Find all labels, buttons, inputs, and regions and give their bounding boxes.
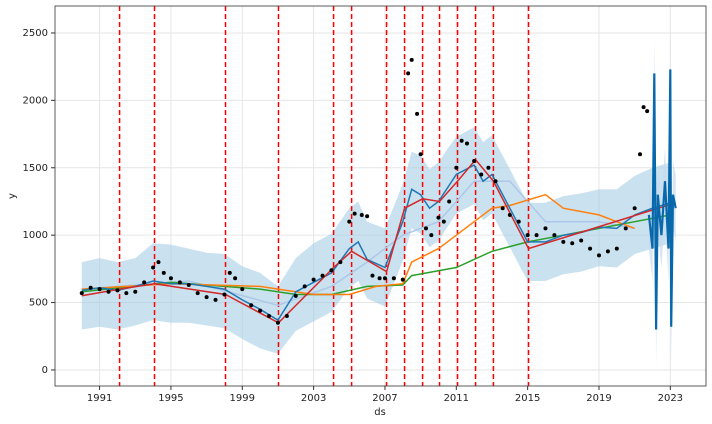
observed-point — [106, 289, 111, 294]
observed-point — [493, 179, 498, 184]
observed-point — [249, 303, 254, 308]
observed-point — [641, 105, 646, 110]
x-tick-label: 2023 — [658, 393, 683, 404]
observed-point — [365, 214, 370, 219]
observed-point — [284, 314, 289, 319]
observed-point — [213, 297, 218, 302]
observed-point — [204, 295, 209, 300]
observed-point — [441, 219, 446, 224]
observed-point — [638, 152, 643, 157]
observed-point — [222, 292, 227, 297]
series-line — [647, 69, 677, 330]
observed-point — [293, 293, 298, 298]
plot-frame — [54, 5, 707, 387]
observed-point — [142, 280, 147, 285]
x-tick-label: 2015 — [515, 393, 540, 404]
observed-point — [124, 291, 129, 296]
observed-point — [406, 71, 411, 76]
observed-point — [579, 238, 584, 243]
y-axis-label: y — [7, 193, 18, 199]
observed-point — [596, 253, 601, 258]
observed-point — [311, 277, 316, 282]
observed-point — [347, 219, 352, 224]
observed-point — [240, 287, 245, 292]
y-tick-label: 2000 — [23, 95, 48, 106]
observed-point — [614, 246, 619, 251]
observed-point — [329, 268, 334, 273]
y-tick-label: 1500 — [23, 163, 48, 174]
observed-point — [133, 289, 138, 294]
observed-point — [500, 206, 505, 211]
observed-point — [605, 249, 610, 254]
series-line — [81, 158, 676, 324]
x-tick-label: 2007 — [372, 393, 397, 404]
y-tick-label: 1000 — [23, 230, 48, 241]
x-tick-label: 1995 — [158, 393, 183, 404]
y-tick-label: 500 — [29, 298, 48, 309]
observed-point — [320, 273, 325, 278]
x-axis-label: ds — [374, 407, 386, 418]
observed-point — [359, 212, 364, 217]
observed-point — [115, 288, 120, 293]
x-tick-label: 1991 — [87, 393, 112, 404]
observed-point — [570, 241, 575, 246]
observed-point — [447, 199, 452, 204]
observed-point — [382, 276, 387, 281]
observed-point — [168, 276, 173, 281]
observed-point — [472, 159, 477, 164]
observed-point — [418, 152, 423, 157]
observed-point — [486, 165, 491, 170]
series-line — [81, 180, 635, 307]
observed-point — [195, 291, 200, 296]
observed-point — [516, 219, 521, 224]
observed-point — [525, 233, 530, 238]
observed-point — [409, 57, 414, 62]
x-tick-label: 2019 — [586, 393, 611, 404]
y-tick-label: 0 — [42, 365, 48, 376]
observed-point — [543, 226, 548, 231]
observed-point — [156, 260, 161, 265]
observed-point — [423, 226, 428, 231]
observed-point — [186, 283, 191, 288]
observed-point — [552, 233, 557, 238]
observed-point — [415, 111, 420, 116]
observed-point — [391, 276, 396, 281]
observed-point — [436, 215, 441, 220]
observed-point — [370, 273, 375, 278]
x-tick-label: 2003 — [301, 393, 326, 404]
observed-point — [400, 277, 405, 282]
observed-point — [88, 285, 93, 290]
observed-point — [377, 276, 382, 281]
observed-point — [302, 284, 307, 289]
observed-point — [352, 211, 357, 216]
observed-point — [632, 206, 637, 211]
observed-point — [645, 109, 650, 114]
observed-point — [623, 226, 628, 231]
y-tick-label: 2500 — [23, 28, 48, 39]
observed-point — [338, 260, 343, 265]
observed-point — [588, 246, 593, 251]
x-tick-label: 2011 — [444, 393, 469, 404]
observed-point — [275, 320, 280, 325]
x-tick-label: 1999 — [230, 393, 255, 404]
observed-point — [258, 308, 263, 313]
observed-point — [507, 212, 512, 217]
observed-point — [561, 239, 566, 244]
observed-point — [79, 291, 84, 296]
observed-point — [429, 233, 434, 238]
observed-point — [465, 141, 470, 146]
observed-point — [267, 314, 272, 319]
observed-point — [97, 287, 102, 292]
observed-point — [161, 270, 166, 275]
observed-point — [151, 265, 156, 270]
observed-point — [233, 276, 238, 281]
observed-point — [459, 138, 464, 143]
observed-point — [534, 233, 539, 238]
observed-point — [177, 280, 182, 285]
observed-point — [454, 165, 459, 170]
observed-point — [479, 172, 484, 177]
series-line — [81, 164, 671, 322]
observed-point — [227, 270, 232, 275]
